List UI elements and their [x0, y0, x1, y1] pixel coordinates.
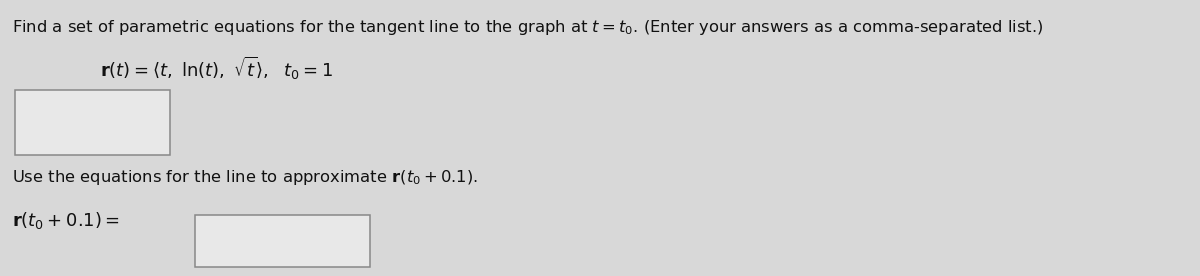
Text: $\mathbf{r}(t_0 + 0.1) =$: $\mathbf{r}(t_0 + 0.1) =$	[12, 210, 120, 231]
Bar	[14, 90, 170, 155]
Bar	[194, 215, 370, 267]
Text: Use the equations for the line to approximate $\mathbf{r}(t_0 + 0.1)$.: Use the equations for the line to approx…	[12, 168, 478, 187]
Text: $\mathbf{r}(t) = \langle t,\ \mathrm{ln}(t),\ \sqrt{t}\rangle,\ \ t_0 = 1$: $\mathbf{r}(t) = \langle t,\ \mathrm{ln}…	[100, 55, 334, 82]
Text: Find a set of parametric equations for the tangent line to the graph at $t = t_0: Find a set of parametric equations for t…	[12, 18, 1044, 37]
